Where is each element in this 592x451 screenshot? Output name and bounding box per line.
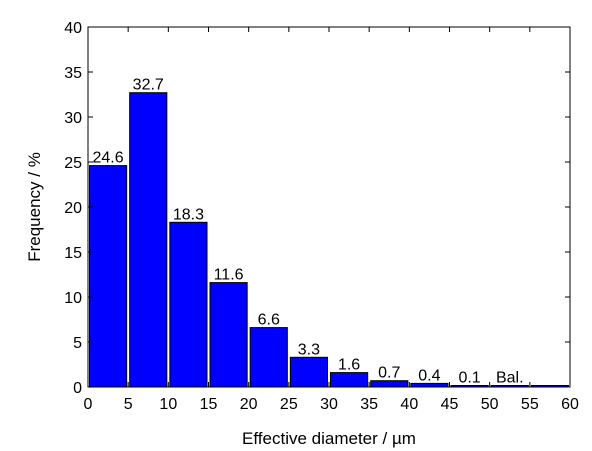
x-tick-label: 55 xyxy=(521,396,539,413)
y-tick-label: 30 xyxy=(64,110,82,127)
y-axis: 0 5 10 15 20 25 30 35 40 xyxy=(64,20,570,397)
bar xyxy=(129,92,168,388)
x-tick-label: 50 xyxy=(481,396,499,413)
y-tick-label: 15 xyxy=(64,245,82,262)
bar xyxy=(249,327,288,388)
data-label: 0.1 xyxy=(458,370,480,387)
x-tick-label: 5 xyxy=(124,396,133,413)
bar xyxy=(169,221,208,388)
x-tick-label: 30 xyxy=(320,396,338,413)
data-label: 3.3 xyxy=(298,341,320,358)
data-labels-group: 24.6 32.7 18.3 11.6 6.6 3.3 1.6 0.7 0.4 0.1 Bal. xyxy=(93,77,524,387)
data-label: Bal. xyxy=(496,370,524,387)
x-tick-label: 45 xyxy=(441,396,459,413)
y-tick-label: 40 xyxy=(64,20,82,37)
data-label: 6.6 xyxy=(258,312,280,329)
x-tick-label: 0 xyxy=(84,396,93,413)
y-tick-label: 0 xyxy=(73,380,82,397)
bars-group xyxy=(89,92,569,388)
data-label: 32.7 xyxy=(133,77,164,94)
x-tick-label: 40 xyxy=(400,396,418,413)
y-tick-label: 35 xyxy=(64,65,82,82)
x-tick-label: 25 xyxy=(280,396,298,413)
data-label: 0.7 xyxy=(378,365,400,382)
bar xyxy=(89,165,128,388)
x-axis-title: Effective diameter / µm xyxy=(242,429,416,448)
y-axis-title: Frequency / % xyxy=(25,152,44,262)
x-tick-label: 10 xyxy=(159,396,177,413)
data-label: 11.6 xyxy=(214,267,244,284)
data-label: 1.6 xyxy=(338,357,360,374)
bar xyxy=(330,372,369,388)
x-axis: 0 5 10 15 20 25 30 35 40 45 50 55 60 xyxy=(84,27,579,413)
y-tick-label: 10 xyxy=(64,290,82,307)
y-tick-label: 20 xyxy=(64,200,82,217)
data-label: 0.4 xyxy=(418,367,440,384)
y-tick-label: 5 xyxy=(73,335,82,352)
x-tick-label: 35 xyxy=(360,396,378,413)
x-tick-label: 60 xyxy=(561,396,579,413)
data-label: 24.6 xyxy=(93,150,124,167)
bar xyxy=(209,282,248,388)
x-tick-label: 20 xyxy=(240,396,258,413)
y-tick-label: 25 xyxy=(64,155,82,172)
bar xyxy=(289,356,329,388)
data-label: 18.3 xyxy=(173,206,204,223)
x-tick-label: 15 xyxy=(200,396,218,413)
